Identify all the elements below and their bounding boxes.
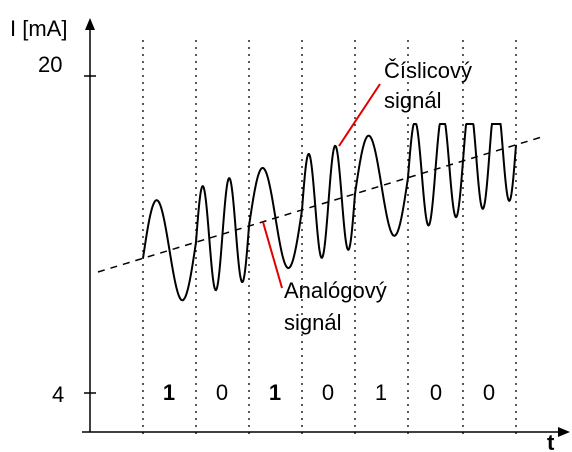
- y-axis-label: I [mA]: [10, 16, 67, 41]
- y-axis-arrow-icon: [85, 18, 95, 30]
- digital-signal-label-line1: Číslicový: [384, 58, 472, 83]
- x-axis-label: t: [547, 430, 555, 452]
- bit-label: 1: [375, 380, 387, 405]
- digital-signal-waveform: [142, 123, 517, 302]
- bit-label: 1: [163, 380, 175, 405]
- bit-label: 0: [430, 380, 442, 405]
- digital-callout-line: [338, 83, 381, 147]
- y-tick-label-20: 20: [38, 52, 62, 77]
- bit-label: 0: [483, 380, 495, 405]
- bit-separator-lines: [142, 40, 517, 438]
- analog-signal-line: [97, 135, 546, 273]
- bit-labels: 1 0 1 0 1 0 0: [163, 380, 495, 405]
- x-axis-arrow-icon: [558, 427, 570, 437]
- axes: [82, 18, 570, 437]
- analog-signal-label-line1: Analógový: [284, 278, 387, 303]
- analog-callout-line: [262, 221, 283, 289]
- analog-signal-label-line2: signál: [284, 310, 341, 335]
- digital-signal-label-line2: signál: [384, 88, 441, 113]
- y-tick-label-4: 4: [52, 382, 64, 407]
- bit-label: 1: [269, 380, 281, 405]
- bit-label: 0: [322, 380, 334, 405]
- bit-label: 0: [216, 380, 228, 405]
